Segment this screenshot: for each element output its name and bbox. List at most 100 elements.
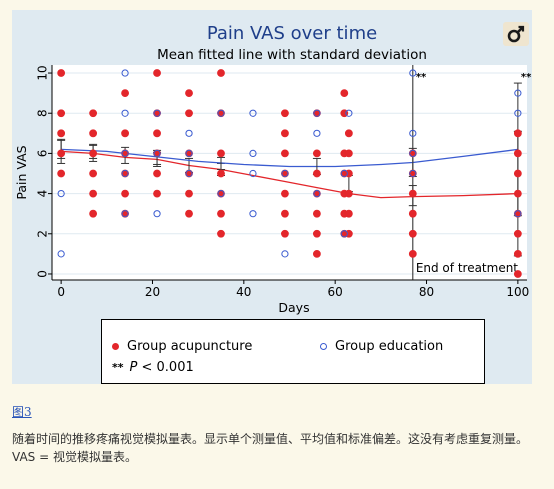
- data-point-education: [121, 210, 129, 218]
- data-point-acupuncture: [217, 69, 225, 77]
- data-point-acupuncture: [89, 209, 98, 218]
- data-point-acupuncture: [313, 149, 321, 158]
- y-tick-label: 0: [36, 270, 50, 278]
- x-axis-label: Days: [278, 300, 309, 315]
- data-point-acupuncture: [121, 129, 129, 138]
- data-point-acupuncture: [57, 149, 66, 158]
- legend-sig-text: < 0.001: [137, 360, 194, 375]
- data-point-acupuncture: [57, 169, 66, 178]
- data-point-acupuncture: [408, 229, 417, 238]
- x-tick-label: 0: [57, 285, 65, 299]
- data-point-education: [281, 250, 289, 258]
- data-point-education: [409, 169, 417, 178]
- x-tick-label: 100: [506, 285, 529, 299]
- data-point-education: [249, 210, 257, 218]
- end-of-treatment-label: End of treatment: [416, 261, 518, 275]
- data-point-acupuncture: [89, 129, 98, 138]
- legend-label-acupuncture: Group acupuncture: [127, 339, 253, 354]
- data-point-education: [514, 89, 522, 97]
- data-point-acupuncture: [344, 149, 353, 158]
- data-point-education: [409, 129, 417, 137]
- x-tick-label: 40: [236, 285, 251, 299]
- data-point-acupuncture: [281, 189, 289, 198]
- data-point-acupuncture: [185, 189, 193, 198]
- data-point-education: [153, 210, 161, 218]
- data-point-education: [153, 149, 161, 158]
- x-tick-label: 20: [145, 285, 160, 299]
- data-point-education: [185, 149, 193, 158]
- mean-line: [61, 150, 518, 199]
- data-point-acupuncture: [153, 169, 161, 178]
- data-point-acupuncture: [408, 249, 417, 258]
- data-point-education: [121, 109, 129, 117]
- data-point-education: [313, 189, 321, 198]
- data-point-acupuncture: [89, 109, 98, 118]
- data-point-acupuncture: [313, 229, 321, 238]
- data-point-acupuncture: [57, 109, 66, 118]
- data-point-acupuncture: [408, 209, 417, 218]
- data-point-acupuncture: [281, 149, 289, 158]
- data-point-education: [514, 210, 522, 218]
- y-tick-label: 6: [36, 150, 50, 158]
- legend-marker-education: [320, 343, 327, 350]
- significance-mark: **: [521, 72, 532, 83]
- data-point-acupuncture: [281, 229, 289, 238]
- data-point-education: [409, 69, 417, 77]
- data-point-acupuncture: [217, 209, 225, 218]
- data-point-education: [281, 169, 289, 178]
- data-point-education: [57, 189, 65, 198]
- data-point-acupuncture: [513, 270, 522, 278]
- data-point-acupuncture: [153, 69, 161, 77]
- legend-sig-marks: **: [112, 361, 124, 374]
- data-point-education: [313, 129, 321, 137]
- data-point-education: [409, 149, 417, 158]
- data-point-acupuncture: [340, 89, 349, 98]
- legend-item-acupuncture: Group acupuncture: [112, 339, 252, 354]
- data-point-education: [121, 69, 129, 77]
- data-point-acupuncture: [513, 229, 522, 238]
- data-point-education: [249, 169, 257, 178]
- data-point-acupuncture: [408, 189, 417, 198]
- y-axis-label: Pain VAS: [14, 145, 29, 199]
- data-point-education: [340, 169, 348, 178]
- data-point-acupuncture: [344, 209, 353, 218]
- data-point-education: [57, 250, 65, 258]
- data-point-acupuncture: [185, 209, 193, 218]
- figure-link[interactable]: 图3: [12, 405, 32, 419]
- data-point-education: [185, 129, 193, 137]
- data-point-acupuncture: [121, 89, 129, 98]
- x-tick-label: 60: [328, 285, 343, 299]
- significance-mark: **: [416, 72, 427, 83]
- figure-panel: 0 2 4 6 8 10 0 20 40 60 80 100 Pain VAS over time Mea…: [12, 10, 532, 384]
- data-point-acupuncture: [89, 169, 98, 178]
- data-point-acupuncture: [281, 209, 289, 218]
- data-point-acupuncture: [153, 129, 161, 138]
- legend-label-education: Group education: [335, 339, 444, 354]
- legend-item-significance: ** P < 0.001: [112, 360, 194, 375]
- data-point-education: [217, 109, 225, 117]
- data-point-acupuncture: [313, 209, 321, 218]
- y-tick-label: 2: [36, 230, 50, 238]
- data-point-acupuncture: [185, 89, 193, 98]
- gender-icon[interactable]: [503, 22, 529, 46]
- data-point-acupuncture: [217, 229, 225, 238]
- data-point-education: [345, 109, 353, 117]
- data-point-acupuncture: [344, 129, 353, 138]
- legend-marker-acupuncture: [112, 343, 119, 350]
- data-point-acupuncture: [513, 189, 522, 198]
- data-point-education: [121, 169, 129, 178]
- y-tick-label: 4: [36, 190, 50, 198]
- data-point-education: [340, 230, 348, 238]
- data-point-acupuncture: [121, 189, 129, 198]
- data-point-acupuncture: [281, 109, 289, 118]
- data-point-education: [217, 189, 225, 198]
- data-point-acupuncture: [513, 149, 522, 158]
- data-point-education: [185, 169, 193, 178]
- data-point-acupuncture: [313, 169, 321, 178]
- data-point-acupuncture: [513, 169, 522, 178]
- x-tick-label: 80: [419, 285, 434, 299]
- legend-item-education: Group education: [320, 339, 443, 354]
- chart-subtitle: Mean fitted line with standard deviation: [157, 47, 427, 63]
- mean-line: [61, 148, 518, 168]
